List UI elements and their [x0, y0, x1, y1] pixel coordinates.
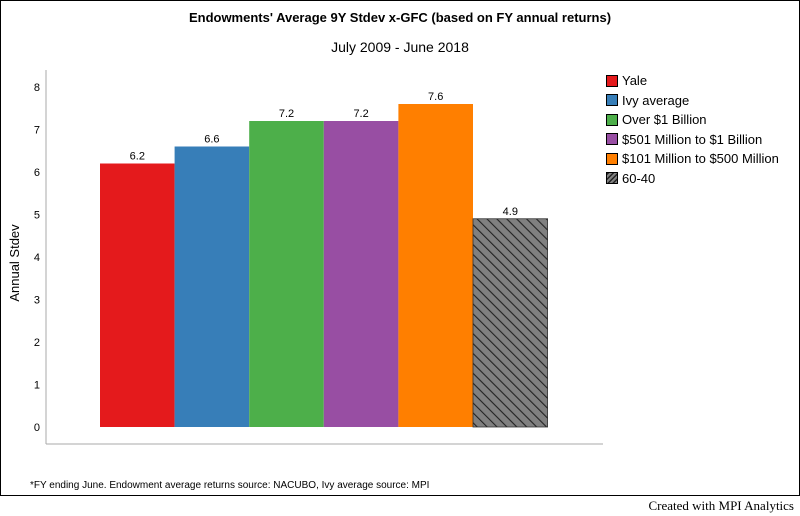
y-tick-label: 4: [34, 252, 40, 264]
y-tick-label: 7: [34, 125, 40, 137]
y-tick-label: 3: [34, 295, 40, 307]
bar-value-label: 7.2: [279, 108, 294, 120]
legend-item: $501 Million to $1 Billion: [606, 130, 779, 150]
legend-item: Yale: [606, 71, 779, 91]
legend-label: $501 Million to $1 Billion: [622, 131, 763, 147]
bar-value-label: 6.6: [204, 134, 219, 146]
y-tick-label: 1: [34, 380, 40, 392]
bar: [174, 146, 250, 427]
bar-value-label: 4.9: [503, 206, 518, 218]
y-tick-label: 6: [34, 167, 40, 179]
legend-swatch: [606, 74, 618, 87]
legend-label: Yale: [622, 73, 648, 89]
footnote: *FY ending June. Endowment average retur…: [30, 480, 430, 491]
bar: [398, 104, 473, 427]
y-tick-label: 0: [34, 422, 40, 434]
y-tick-label: 5: [34, 210, 40, 222]
chart-title: Endowments' Average 9Y Stdev x-GFC (base…: [188, 10, 612, 25]
legend-item: 60-40: [606, 169, 779, 189]
chart-legend: Yale Ivy average Over $1 Billion $501 Milli…: [606, 71, 779, 188]
bar: [249, 121, 324, 427]
legend-label: $101 Million to $500 Million: [622, 151, 779, 167]
y-tick-label: 2: [34, 337, 40, 349]
legend-item: Over $1 Billion: [606, 110, 779, 130]
legend-item: $101 Million to $500 Million: [606, 149, 779, 169]
legend-label: Ivy average: [622, 92, 690, 108]
bar-value-label: 7.2: [353, 108, 368, 120]
bar: [323, 121, 399, 427]
bar: [472, 218, 548, 428]
y-tick-label: 8: [34, 82, 40, 94]
legend-swatch: [606, 94, 618, 107]
chart-subtitle: July 2009 - June 2018: [331, 39, 469, 55]
legend-label: 60-40: [622, 170, 656, 186]
y-axis-label: Annual Stdev: [7, 224, 22, 302]
legend-swatch: [606, 172, 618, 185]
bar-value-label: 7.6: [428, 91, 443, 103]
bar: [100, 163, 175, 427]
legend-swatch: [606, 152, 618, 165]
legend-swatch: [606, 113, 618, 126]
legend-label: Over $1 Billion: [622, 112, 707, 128]
legend-swatch: [606, 133, 618, 146]
legend-item: Ivy average: [606, 91, 779, 111]
credit-text: Created with MPI Analytics: [648, 498, 794, 513]
bar-value-label: 6.2: [130, 151, 145, 163]
